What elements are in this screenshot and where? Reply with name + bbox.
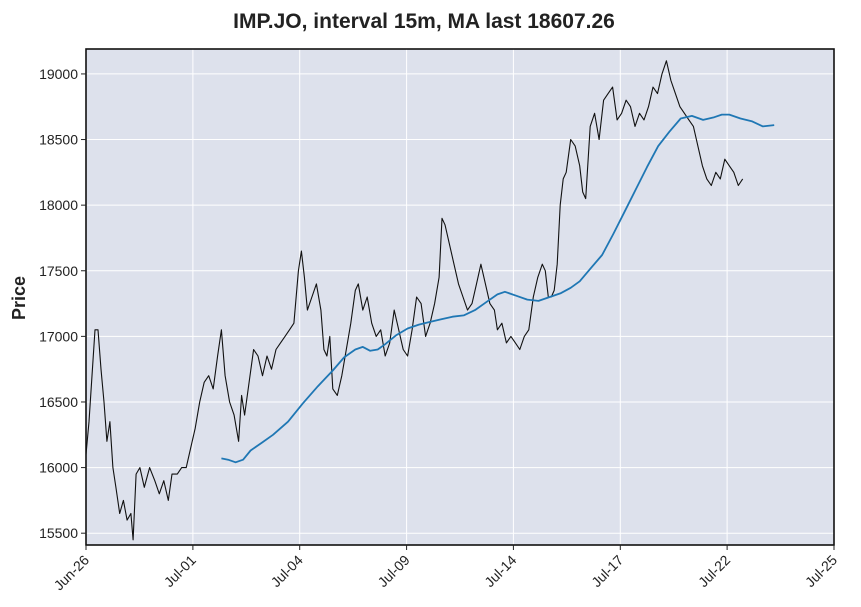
y-tick-label: 18500 (39, 132, 78, 148)
x-tick-label: Jun-26 (51, 552, 93, 594)
y-axis-label: Price (9, 276, 29, 320)
y-tick-label: 15500 (39, 525, 78, 541)
price-line (85, 60, 744, 541)
x-tick-label: Jul-01 (161, 552, 199, 590)
x-tick-label: Jul-25 (802, 552, 840, 590)
chart-title: IMP.JO, interval 15m, MA last 18607.26 (233, 10, 615, 33)
y-tick-label: 16500 (39, 394, 78, 410)
x-tick-label: Jul-22 (695, 552, 733, 590)
x-tick-label: Jul-04 (268, 552, 306, 590)
plot-frame (85, 48, 835, 546)
x-axis: Jun-26 Jul-01 Jul-04 Jul-09 Jul-14 Jul-17 Jul-… (51, 545, 840, 594)
grid (85, 49, 835, 545)
y-tick-label: 17500 (39, 263, 78, 279)
y-tick-label: 16000 (39, 460, 78, 476)
moving-average-line (221, 113, 775, 464)
plot-area (86, 49, 834, 545)
y-axis: 15500 16000 16500 17000 17500 18000 18500 19000 (39, 66, 86, 541)
y-tick-label: 17000 (39, 328, 78, 344)
x-tick-label: Jul-14 (481, 552, 519, 590)
x-tick-label: Jul-17 (588, 552, 626, 590)
y-tick-label: 18000 (39, 197, 78, 213)
series-group (85, 60, 775, 541)
y-tick-label: 19000 (39, 66, 78, 82)
x-tick-label: Jul-09 (374, 552, 412, 590)
